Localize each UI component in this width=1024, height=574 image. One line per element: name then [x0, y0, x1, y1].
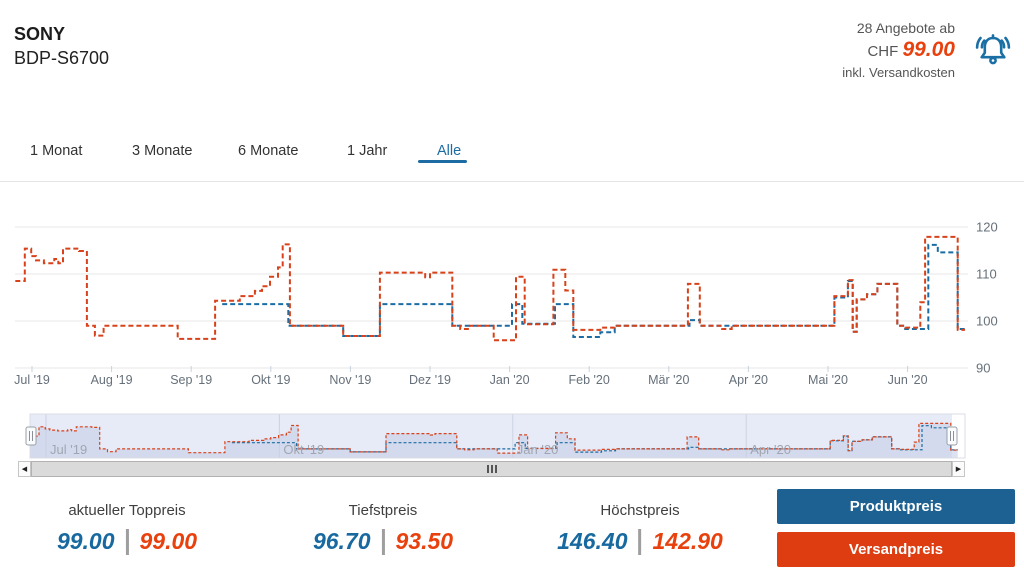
stat-lowest-price: Tiefstpreis 96.70 93.50 — [313, 502, 453, 555]
x-axis-label: Sep '19 — [170, 373, 212, 387]
series-versandpreis — [15, 235, 965, 342]
offers-summary: 28 Angebote ab CHF 99.00 inkl. Versandko… — [655, 19, 955, 81]
navigator-label: Jul '19 — [50, 442, 87, 457]
stat-label: Höchstpreis — [600, 502, 680, 519]
active-tab-underline — [418, 160, 467, 163]
x-axis-label: Jul '19 — [14, 373, 50, 387]
scrollbar-grip-icon — [486, 465, 497, 473]
scrollbar-thumb[interactable] — [31, 461, 952, 477]
stat-product-value: 96.70 — [312, 528, 371, 554]
stat-separator — [638, 528, 642, 555]
scrollbar-right-arrow[interactable]: ▶ — [952, 461, 965, 477]
brand-title: SONY — [14, 24, 66, 44]
best-price-value: 99.00 — [902, 38, 955, 61]
chart-navigator: Jul '19 Okt '19 Jan '20 Apr '20 — [25, 413, 966, 459]
versandpreis-legend-button[interactable]: Versandpreis — [777, 532, 1015, 567]
stat-shipping-value: 93.50 — [395, 528, 454, 554]
stat-highest-price: Höchstpreis 146.40 142.90 — [557, 502, 723, 555]
x-axis-label: Aug '19 — [91, 373, 133, 387]
stat-separator — [125, 528, 129, 555]
best-price-line: CHF 99.00 — [655, 38, 955, 64]
scrollbar-left-arrow[interactable]: ◀ — [18, 461, 31, 477]
navigator-label: Jan '20 — [517, 442, 559, 457]
x-axis-label: Nov '19 — [329, 373, 371, 387]
x-axis-label: Jan '20 — [490, 373, 530, 387]
stat-label: Tiefstpreis — [348, 502, 418, 519]
y-axis-label: 120 — [976, 220, 998, 235]
offers-count: 28 Angebote ab — [856, 20, 955, 36]
y-axis-label: 90 — [976, 361, 990, 376]
x-axis-label: Okt '19 — [251, 373, 290, 387]
navigator-left-handle[interactable] — [25, 426, 37, 446]
stat-product-value: 99.00 — [56, 528, 115, 554]
y-axis-label: 110 — [976, 267, 997, 282]
series-produktpreis — [222, 243, 965, 338]
x-axis-label: Apr '20 — [729, 373, 768, 387]
y-axis-label: 100 — [976, 314, 998, 329]
navigator-label: Apr '20 — [750, 442, 791, 457]
x-axis-label: Jun '20 — [888, 373, 928, 387]
scrollbar-track[interactable] — [31, 461, 952, 477]
currency-label: CHF — [867, 43, 899, 60]
x-axis-label: Feb '20 — [569, 373, 610, 387]
price-alert-bell-icon[interactable] — [971, 29, 1015, 71]
stat-separator — [381, 528, 385, 555]
tab-1-monat[interactable]: 1 Monat — [30, 143, 83, 159]
navigator-area-fill — [29, 423, 958, 458]
navigator-label: Okt '19 — [283, 442, 324, 457]
x-axis-label: Dez '19 — [409, 373, 451, 387]
stat-product-value: 146.40 — [557, 528, 628, 554]
shipping-note: inkl. Versandkosten — [842, 65, 955, 80]
x-axis-label: Mär '20 — [648, 373, 689, 387]
stat-label: aktueller Toppreis — [68, 502, 186, 519]
tab-6-monate[interactable]: 6 Monate — [238, 143, 299, 159]
navigator-right-handle[interactable] — [946, 426, 958, 446]
navigator-series-versandpreis — [29, 422, 958, 454]
stat-current-top-price: aktueller Toppreis 99.00 99.00 — [57, 502, 197, 555]
tab-3-monate[interactable]: 3 Monate — [132, 143, 193, 159]
model-title: BDP-S6700 — [14, 48, 110, 68]
tab-1-jahr[interactable]: 1 Jahr — [347, 143, 388, 159]
produktpreis-legend-button[interactable]: Produktpreis — [777, 489, 1015, 524]
tab-alle[interactable]: Alle — [437, 143, 462, 159]
stat-shipping-value: 99.00 — [139, 528, 198, 554]
x-axis-label: Mai '20 — [808, 373, 848, 387]
tabs-divider — [0, 181, 1024, 182]
price-history-chart: 120 110 100 90 Jul '19 Aug '19 Sep '19 Okt '19 N… — [14, 220, 998, 388]
stat-shipping-value: 142.90 — [652, 528, 723, 554]
